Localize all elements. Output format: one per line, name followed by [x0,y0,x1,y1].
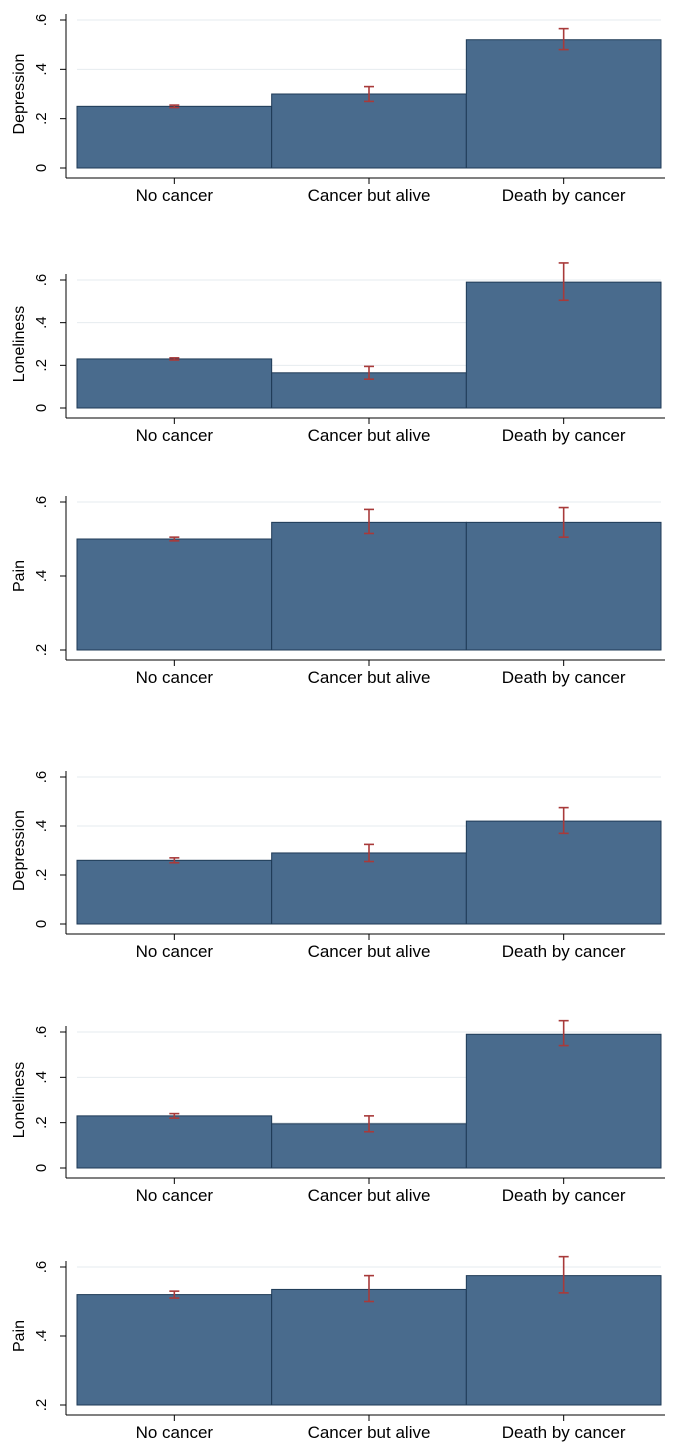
error-bar [169,1112,180,1119]
error-bar [558,1255,569,1294]
y-tick-label: .2 [33,644,50,657]
x-tick-label: Death by cancer [502,668,626,687]
y-tick-label: .2 [33,359,50,372]
y-tick-label: .2 [33,1399,50,1412]
chart-panel-3: .2 .4 .6 No cancer Cancer but alive Death by … [11,496,665,687]
x-tick-label: Cancer but alive [308,426,431,445]
error-bar [364,365,374,380]
bar [271,93,467,169]
y-tick-label: .4 [33,1071,50,1084]
y-tick-label: .6 [33,1261,50,1274]
error-bar [364,1274,374,1303]
error-bar [558,806,569,835]
bar [465,521,662,651]
y-axis-label: Loneliness [11,1062,28,1139]
y-tick-label: .4 [33,570,50,583]
error-bar [558,27,569,51]
bar [76,105,273,169]
error-bar [558,262,569,302]
bar [465,39,662,169]
x-tick-label: Death by cancer [502,1423,626,1442]
y-tick-label: .6 [33,274,50,287]
y-axis-label: Pain [11,560,28,592]
y-axis-label: Pain [11,1320,28,1352]
x-tick-label: No cancer [136,186,214,205]
bar [271,1288,467,1406]
y-tick-label: .4 [33,1330,50,1343]
x-tick-label: No cancer [136,426,214,445]
x-tick-label: Cancer but alive [308,668,431,687]
error-bar [558,1019,569,1047]
error-bar [169,104,180,109]
y-tick-label: .6 [33,771,50,784]
error-bar [364,508,374,535]
chart-panel-1: 0 .2 .4 .6 No cancer Cancer but alive Death by… [11,14,665,205]
x-tick-label: No cancer [136,1423,214,1442]
x-tick-label: Cancer but alive [308,1186,431,1205]
error-bar [169,357,180,361]
error-bar [364,843,374,863]
bar [76,859,273,925]
y-axis-label: Depression [11,54,28,135]
error-bar [364,85,374,103]
bar [76,1115,273,1169]
y-tick-label: .2 [33,112,50,125]
x-tick-label: Death by cancer [502,186,626,205]
y-tick-label: .4 [33,316,50,329]
bar [76,538,273,651]
y-tick-label: 0 [33,404,50,412]
chart-panel-4: 0 .2 .4 .6 No cancer Cancer but alive Death by… [11,771,665,961]
bar [465,1275,662,1406]
y-tick-label: .2 [33,869,50,882]
bar [465,281,662,409]
y-tick-label: .6 [33,14,50,27]
x-tick-label: Cancer but alive [308,1423,431,1442]
error-bar [169,857,180,864]
y-axis-label: Depression [11,810,28,891]
bar [465,1033,662,1169]
chart-panel-6: .2 .4 .6 No cancer Cancer but alive Death by … [11,1255,665,1442]
bar [76,1294,273,1406]
bar [76,358,273,409]
y-tick-label: .6 [33,1026,50,1039]
x-tick-label: Death by cancer [502,1186,626,1205]
chart-panel-2: 0 .2 .4 .6 No cancer Cancer but alive Death by… [11,262,665,445]
y-tick-label: 0 [33,1164,50,1172]
bar [271,852,467,925]
y-axis-label: Loneliness [11,306,28,383]
y-tick-label: .4 [33,820,50,833]
bar [465,820,662,925]
x-tick-label: Death by cancer [502,426,626,445]
x-tick-label: No cancer [136,942,214,961]
x-tick-label: Death by cancer [502,942,626,961]
x-tick-label: Cancer but alive [308,942,431,961]
x-tick-label: No cancer [136,668,214,687]
y-tick-label: .4 [33,63,50,76]
error-bar [558,506,569,538]
x-tick-label: No cancer [136,1186,214,1205]
error-bar [169,1290,180,1299]
y-tick-label: .2 [33,1116,50,1129]
x-tick-label: Cancer but alive [308,186,431,205]
y-tick-label: 0 [33,920,50,928]
error-bar [169,536,180,542]
y-tick-label: 0 [33,164,50,172]
y-tick-label: .6 [33,496,50,509]
bar [271,521,467,651]
chart-panel-5: 0 .2 .4 .6 No cancer Cancer but alive Death by… [11,1019,665,1205]
error-bar [364,1115,374,1133]
